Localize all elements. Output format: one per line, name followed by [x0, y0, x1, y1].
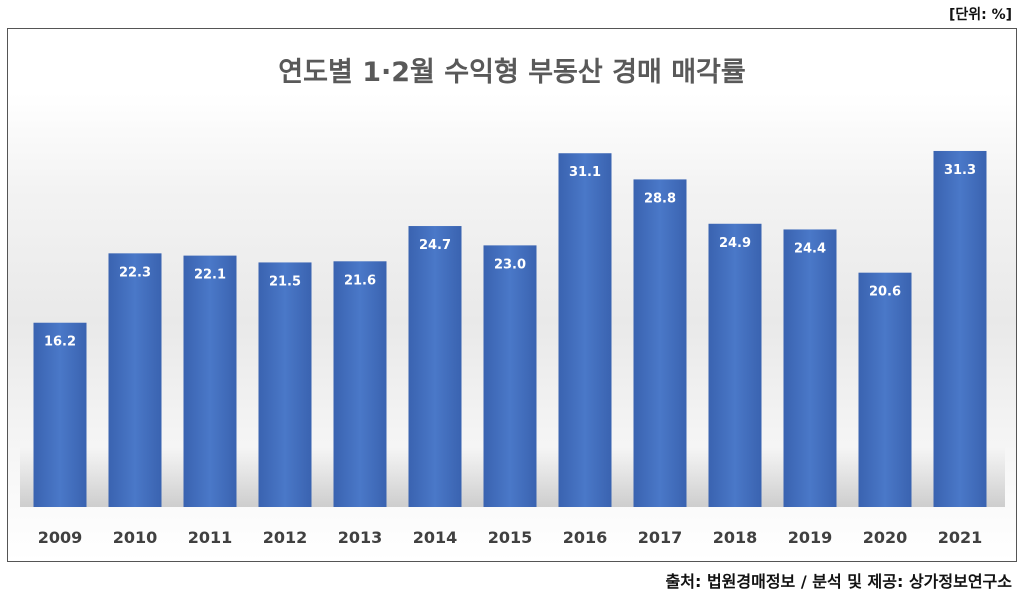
bar-2011 [183, 255, 237, 507]
data-label: 23.0 [494, 257, 526, 272]
bar-2012 [258, 262, 312, 507]
data-label: 24.7 [419, 238, 451, 253]
bar-2016 [558, 153, 612, 508]
x-tick-label: 2016 [563, 528, 608, 547]
data-label: 22.3 [119, 265, 151, 280]
bar-2009 [33, 322, 87, 507]
x-tick-label: 2013 [338, 528, 383, 547]
bar-2015 [483, 245, 537, 507]
data-label: 21.5 [269, 274, 301, 289]
bar-2021 [933, 150, 987, 507]
bar-2018 [708, 223, 762, 507]
x-tick-label: 2009 [38, 528, 83, 547]
x-tick-label: 2017 [638, 528, 683, 547]
bar-2019 [783, 229, 837, 507]
bar-2013 [333, 261, 387, 507]
x-tick-label: 2014 [413, 528, 458, 547]
data-label: 16.2 [44, 335, 76, 350]
x-tick-label: 2018 [713, 528, 758, 547]
x-tick-label: 2021 [938, 528, 983, 547]
unit-label: [단위: %] [948, 7, 1012, 23]
bar-2014 [408, 226, 462, 507]
x-tick-label: 2011 [188, 528, 233, 547]
data-label: 22.1 [194, 268, 226, 283]
data-label: 21.6 [344, 273, 376, 288]
data-label: 31.1 [569, 165, 601, 180]
data-label: 31.3 [944, 163, 976, 178]
source-note: 출처: 법원경매정보 / 분석 및 제공: 상가정보연구소 [665, 572, 1012, 591]
x-tick-label: 2015 [488, 528, 533, 547]
x-tick-label: 2010 [113, 528, 158, 547]
x-tick-label: 2019 [788, 528, 833, 547]
data-label: 20.6 [869, 285, 901, 300]
bar-2017 [633, 179, 687, 507]
data-label: 24.9 [719, 236, 751, 251]
bar-2010 [108, 253, 162, 507]
data-label: 24.4 [794, 241, 826, 256]
chart-title: 연도별 1·2월 수익형 부동산 경매 매각률 [278, 57, 746, 88]
bar-2020 [858, 272, 912, 507]
x-tick-label: 2012 [263, 528, 308, 547]
data-label: 28.8 [644, 191, 676, 206]
x-tick-label: 2020 [863, 528, 908, 547]
